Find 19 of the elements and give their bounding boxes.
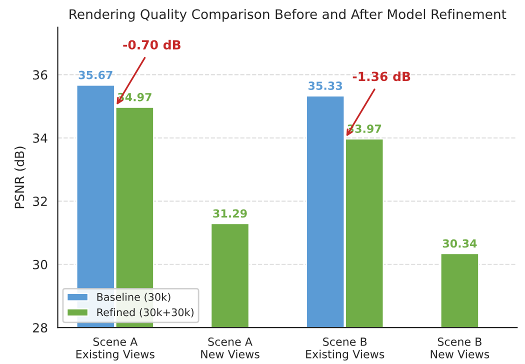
data-label: 35.33 [308,82,342,90]
y-tick-label: 32 [33,196,47,206]
x-tick-label: Scene A Existing Views [76,338,154,361]
y-axis-title: PSNR (dB) [14,146,26,208]
legend-label: Refined (30k+30k) [97,308,194,318]
annotation: -0.70 dB [123,40,180,50]
data-label: 35.67 [78,70,112,80]
y-tick-label: 30 [33,260,48,270]
y-tick-label: 36 [33,70,48,80]
data-label: 30.34 [442,239,477,248]
chart-title: Rendering Quality Comparison Before and After Model Refinement [70,8,506,22]
y-tick-label: 34 [33,133,48,143]
x-tick-label: Scene B Existing Views [306,338,384,361]
data-label: 31.29 [213,209,247,218]
x-tick-label: Scene A New Views [201,338,260,358]
y-tick-label: 28 [33,323,48,333]
annotation: -1.36 dB [352,71,410,82]
x-tick-label: Scene B New Views [430,338,490,358]
legend-label: Baseline (30k) [97,292,170,302]
